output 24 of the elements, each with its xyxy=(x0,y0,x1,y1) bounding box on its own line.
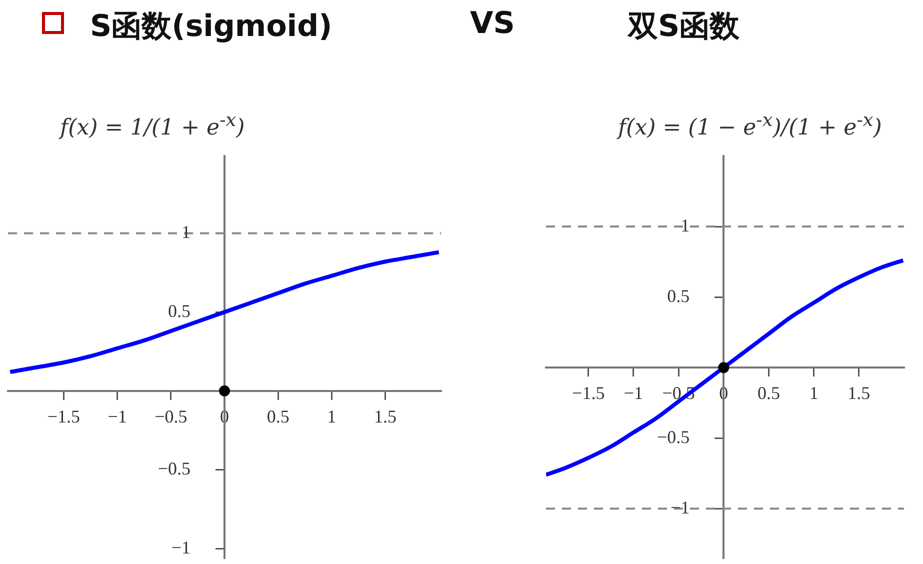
y-tick-label: 1 xyxy=(680,215,690,236)
x-tick-label: −1.5 xyxy=(572,383,605,404)
text: f(x) = 1/(1 + e$^{-x}$) xyxy=(60,110,245,140)
line-series xyxy=(8,250,441,374)
y-tick-label: −0.5 xyxy=(656,426,690,447)
y-tick-label: −1 xyxy=(670,497,690,518)
x-tick-label: 0.5 xyxy=(266,406,290,426)
x-tick-label: 1 xyxy=(327,406,336,426)
chart-title: 双S函数 xyxy=(628,8,740,46)
x-tick-label: −1 xyxy=(624,383,644,404)
text: f(x) = (1 − e$^{-x}$)/(1 + e$^{-x}$) xyxy=(618,110,882,140)
x-tick-label: 0.5 xyxy=(757,383,780,404)
x-tick-label: 1.5 xyxy=(374,406,397,426)
chart-title: S函数(sigmoid) xyxy=(90,8,332,46)
x-tick-label: −1.5 xyxy=(47,406,80,426)
y-tick-label: 0.5 xyxy=(667,286,690,306)
y-tick-label: 0.5 xyxy=(168,300,190,321)
y-tick-label: −1 xyxy=(171,537,190,558)
y-tick-label: −0.5 xyxy=(158,458,190,478)
text: VS xyxy=(470,6,515,41)
x-tick-label: 1 xyxy=(809,383,818,404)
x-tick-label: −1 xyxy=(108,406,127,426)
line-series xyxy=(546,258,904,477)
x-tick-label: 1.5 xyxy=(848,383,870,404)
